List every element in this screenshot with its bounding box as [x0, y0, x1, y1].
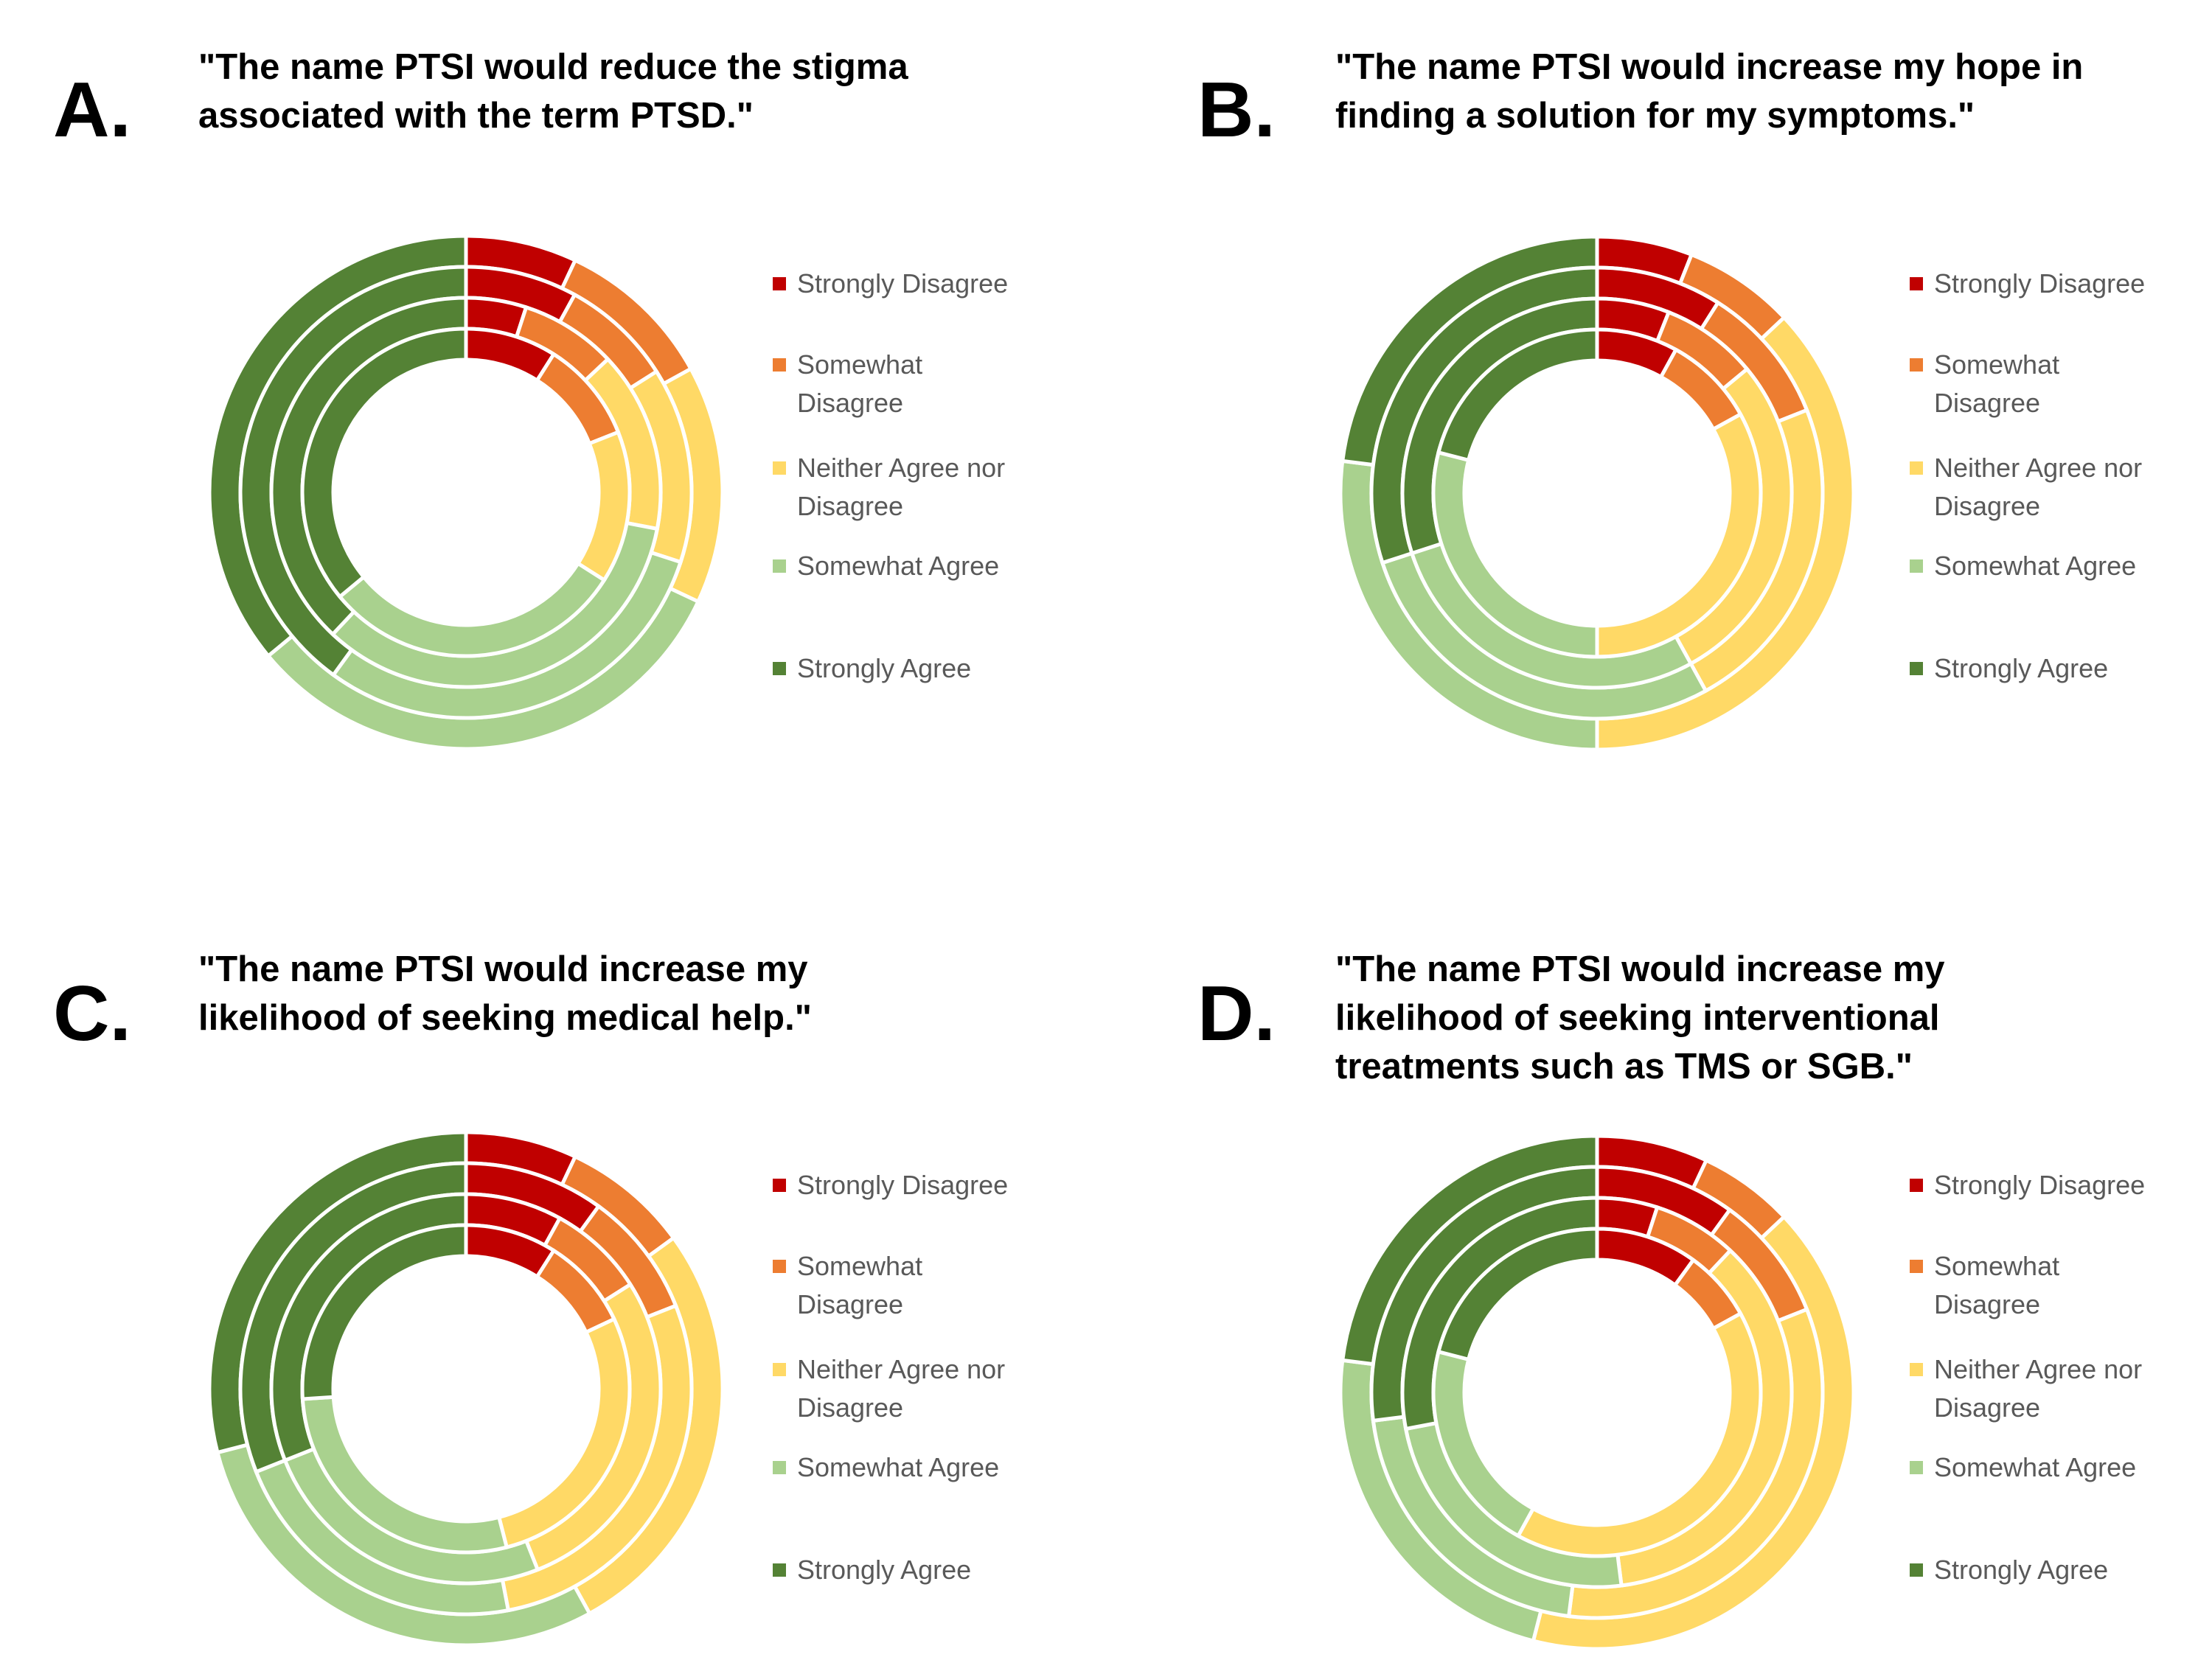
- slice-ring4-strongly-agree: [1436, 1227, 1599, 1362]
- title-line: "The name PTSI would increase my hope in: [1335, 47, 2084, 87]
- legend-item-strongly-agree: Strongly Agree: [1910, 649, 2109, 688]
- title-line: finding a solution for my symptoms.": [1335, 96, 1975, 136]
- title-line: "The name PTSI would increase my: [1335, 949, 1945, 989]
- legend-label: Strongly Disagree: [797, 1170, 1009, 1200]
- legend-label: Somewhat Agree: [1934, 551, 2137, 581]
- legend-label: Neither Agree nor Disagree: [797, 1354, 1006, 1423]
- legend-label: Neither Agree nor Disagree: [797, 453, 1006, 521]
- legend-swatch: [1910, 559, 1923, 573]
- legend-item-somewhat-disagree: Somewhat Disagree: [773, 1247, 1018, 1324]
- legend-swatch: [1910, 662, 1923, 675]
- legend-label: Somewhat Agree: [797, 1452, 1000, 1482]
- title-line: "The name PTSI would increase my: [198, 949, 808, 989]
- legend-label: Strongly Disagree: [1934, 1170, 2146, 1200]
- chart-title-d: "The name PTSI would increase my likeliho…: [1335, 945, 1945, 1091]
- legend-label: Neither Agree nor Disagree: [1934, 1354, 2143, 1423]
- legend-swatch: [1910, 461, 1923, 475]
- legend-label: Somewhat Disagree: [797, 1251, 923, 1319]
- legend-item-somewhat-disagree: Somewhat Disagree: [1910, 1247, 2155, 1324]
- legend-label: Somewhat Agree: [1934, 1452, 2137, 1482]
- legend-item-strongly-disagree: Strongly Disagree: [1910, 265, 2146, 303]
- legend-label: Somewhat Disagree: [1934, 1251, 2060, 1319]
- legend-label: Strongly Agree: [797, 653, 972, 683]
- legend-swatch: [1910, 1461, 1923, 1474]
- legend-label: Somewhat Disagree: [1934, 349, 2060, 418]
- slice-ring4-strongly-agree: [1436, 327, 1599, 463]
- legend-label: Strongly Agree: [797, 1555, 972, 1585]
- legend-swatch: [773, 1260, 786, 1273]
- donut-chart-b: [1338, 234, 1856, 752]
- chart-title-b: "The name PTSI would increase my hope in…: [1335, 43, 2083, 140]
- slice-ring4-neither-agree-nor-disagree: [1515, 1311, 1763, 1558]
- legend-item-somewhat-disagree: Somewhat Disagree: [1910, 346, 2155, 422]
- legend-swatch: [773, 1563, 786, 1577]
- donut-chart-c: [207, 1130, 725, 1647]
- legend-item-somewhat-agree: Somewhat Agree: [773, 547, 1000, 585]
- legend-item-somewhat-agree: Somewhat Agree: [1910, 1448, 2137, 1487]
- panel-letter-d: D.: [1197, 970, 1276, 1057]
- legend-swatch: [1910, 277, 1923, 290]
- title-line: likelihood of seeking medical help.": [198, 998, 812, 1038]
- slice-ring4-strongly-agree: [300, 327, 468, 600]
- legend-item-strongly-disagree: Strongly Disagree: [1910, 1166, 2146, 1204]
- chart-title-a: "The name PTSI would reduce the stigma as…: [198, 43, 908, 140]
- legend-label: Strongly Disagree: [1934, 268, 2146, 299]
- panel-letter-b: B.: [1197, 66, 1276, 153]
- legend-item-somewhat-agree: Somewhat Agree: [773, 1448, 1000, 1487]
- legend-swatch: [773, 461, 786, 475]
- panel-letter-a: A.: [53, 66, 131, 153]
- legend-item-strongly-agree: Strongly Agree: [1910, 1551, 2109, 1589]
- panel-letter-c: C.: [53, 970, 131, 1057]
- legend-item-strongly-disagree: Strongly Disagree: [773, 265, 1009, 303]
- title-line: associated with the term PTSD.": [198, 96, 754, 136]
- legend-label: Strongly Disagree: [797, 268, 1009, 299]
- legend-swatch: [773, 1461, 786, 1474]
- legend-swatch: [1910, 1260, 1923, 1273]
- legend-label: Somewhat Agree: [797, 551, 1000, 581]
- legend-label: Neither Agree nor Disagree: [1934, 453, 2143, 521]
- legend-item-neither-agree-nor-disagree: Neither Agree nor Disagree: [773, 1350, 1018, 1427]
- title-line: "The name PTSI would reduce the stigma: [198, 47, 908, 87]
- legend-item-somewhat-disagree: Somewhat Disagree: [773, 346, 1018, 422]
- donut-chart-d: [1338, 1134, 1856, 1651]
- legend-swatch: [1910, 1179, 1923, 1192]
- legend-label: Somewhat Disagree: [797, 349, 923, 418]
- legend-item-strongly-agree: Strongly Agree: [773, 1551, 972, 1589]
- legend-swatch: [773, 559, 786, 573]
- chart-title-c: "The name PTSI would increase my likeliho…: [198, 945, 812, 1042]
- legend-swatch: [1910, 1363, 1923, 1376]
- legend-label: Strongly Agree: [1934, 1555, 2109, 1585]
- title-line: treatments such as TMS or SGB.": [1335, 1047, 1913, 1087]
- slice-ring4-strongly-agree: [300, 1223, 468, 1401]
- legend-swatch: [773, 662, 786, 675]
- legend-item-strongly-disagree: Strongly Disagree: [773, 1166, 1009, 1204]
- legend-item-somewhat-agree: Somewhat Agree: [1910, 547, 2137, 585]
- legend-swatch: [773, 277, 786, 290]
- legend-item-strongly-agree: Strongly Agree: [773, 649, 972, 688]
- legend-item-neither-agree-nor-disagree: Neither Agree nor Disagree: [1910, 449, 2155, 526]
- legend-swatch: [1910, 1563, 1923, 1577]
- title-line: likelihood of seeking interventional: [1335, 998, 1940, 1038]
- legend-item-neither-agree-nor-disagree: Neither Agree nor Disagree: [773, 449, 1018, 526]
- legend-swatch: [773, 358, 786, 372]
- legend-label: Strongly Agree: [1934, 653, 2109, 683]
- legend-swatch: [773, 1179, 786, 1192]
- legend-item-neither-agree-nor-disagree: Neither Agree nor Disagree: [1910, 1350, 2155, 1427]
- legend-swatch: [773, 1363, 786, 1376]
- legend-swatch: [1910, 358, 1923, 372]
- donut-chart-a: [207, 234, 725, 751]
